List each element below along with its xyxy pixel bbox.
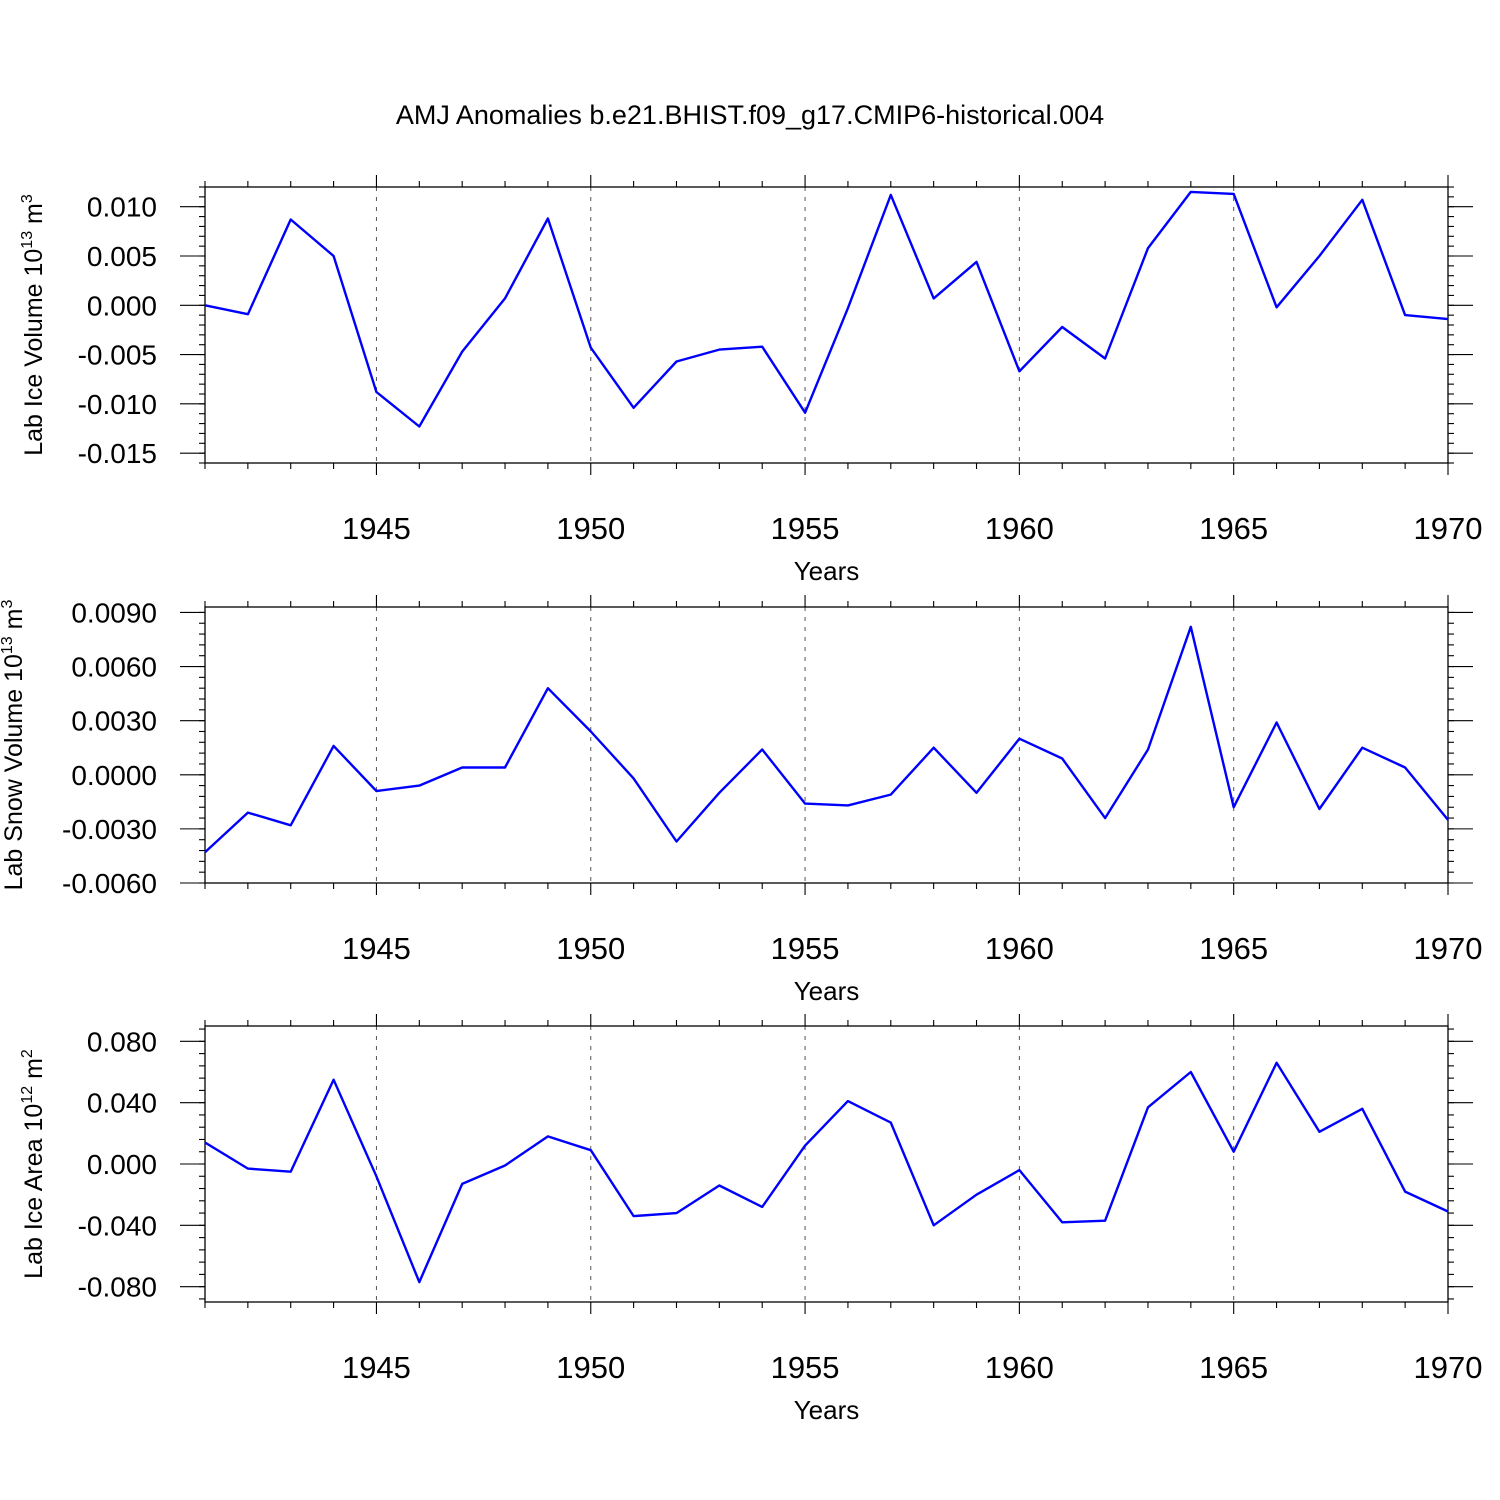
x-axis-label: Years	[794, 556, 860, 586]
y-tick-label: 0.005	[87, 241, 157, 272]
plot-frame	[204, 1025, 1449, 1303]
y-tick-label: 0.000	[87, 1149, 157, 1180]
x-tick-label: 1960	[985, 511, 1054, 546]
chart-panel-3: -0.080 -0.040 0.000 0.040 0.080 1945 1950 1955 1…	[19, 1014, 1482, 1425]
y-axis-label: Lab Ice Volume 1013 m3	[19, 194, 48, 456]
y-tick-label: 0.0000	[71, 760, 157, 791]
chart-panel-2: -0.0060 -0.0030 0.0000 0.0030 0.0060 0.0090 19…	[0, 595, 1482, 1006]
y-tick-label: 0.010	[87, 192, 157, 223]
x-tick-label: 1945	[342, 931, 411, 966]
plot-frame	[204, 186, 1449, 464]
y-tick-label: 0.0060	[71, 652, 157, 683]
x-axis-label: Years	[794, 1395, 860, 1425]
y-axis-label: Lab Snow Volume 1013 m3	[0, 600, 28, 891]
y-tick-label: 0.0090	[71, 597, 157, 628]
y-tick-label: -0.080	[78, 1272, 157, 1303]
series-line	[204, 1061, 1449, 1284]
plot-frame	[204, 606, 1449, 884]
y-tick-label: 0.040	[87, 1088, 157, 1119]
x-tick-label: 1955	[771, 511, 840, 546]
y-tick-label: -0.0060	[62, 868, 157, 899]
x-tick-label: 1955	[771, 1350, 840, 1385]
chart-panel-1: -0.015 -0.010 -0.005 0.000 0.005 0.010 1945 195…	[19, 175, 1482, 586]
x-tick-label: 1945	[342, 1350, 411, 1385]
x-tick-label: 1960	[985, 931, 1054, 966]
y-tick-label: 0.000	[87, 290, 157, 321]
x-tick-label: 1945	[342, 511, 411, 546]
x-tick-label: 1970	[1414, 1350, 1483, 1385]
x-tick-label: 1965	[1199, 931, 1268, 966]
y-axis-label: Lab Ice Area 1012 m2	[19, 1049, 48, 1279]
x-tick-label: 1950	[556, 931, 625, 966]
figure-title: AMJ Anomalies b.e21.BHIST.f09_g17.CMIP6-…	[396, 100, 1104, 130]
series-line	[204, 625, 1449, 854]
x-tick-label: 1955	[771, 931, 840, 966]
y-tick-label: 0.0030	[71, 706, 157, 737]
series-line	[204, 190, 1449, 428]
x-axis-label: Years	[794, 976, 860, 1006]
x-tick-label: 1960	[985, 1350, 1054, 1385]
x-tick-label: 1950	[556, 511, 625, 546]
y-tick-label: 0.080	[87, 1026, 157, 1057]
x-tick-label: 1965	[1199, 1350, 1268, 1385]
x-tick-label: 1965	[1199, 511, 1268, 546]
y-tick-label: -0.010	[78, 389, 157, 420]
x-tick-label: 1970	[1414, 511, 1483, 546]
y-tick-label: -0.015	[78, 438, 157, 469]
x-tick-label: 1970	[1414, 931, 1483, 966]
y-tick-label: -0.005	[78, 340, 157, 371]
y-tick-label: -0.040	[78, 1210, 157, 1241]
x-tick-label: 1950	[556, 1350, 625, 1385]
y-tick-label: -0.0030	[62, 814, 157, 845]
